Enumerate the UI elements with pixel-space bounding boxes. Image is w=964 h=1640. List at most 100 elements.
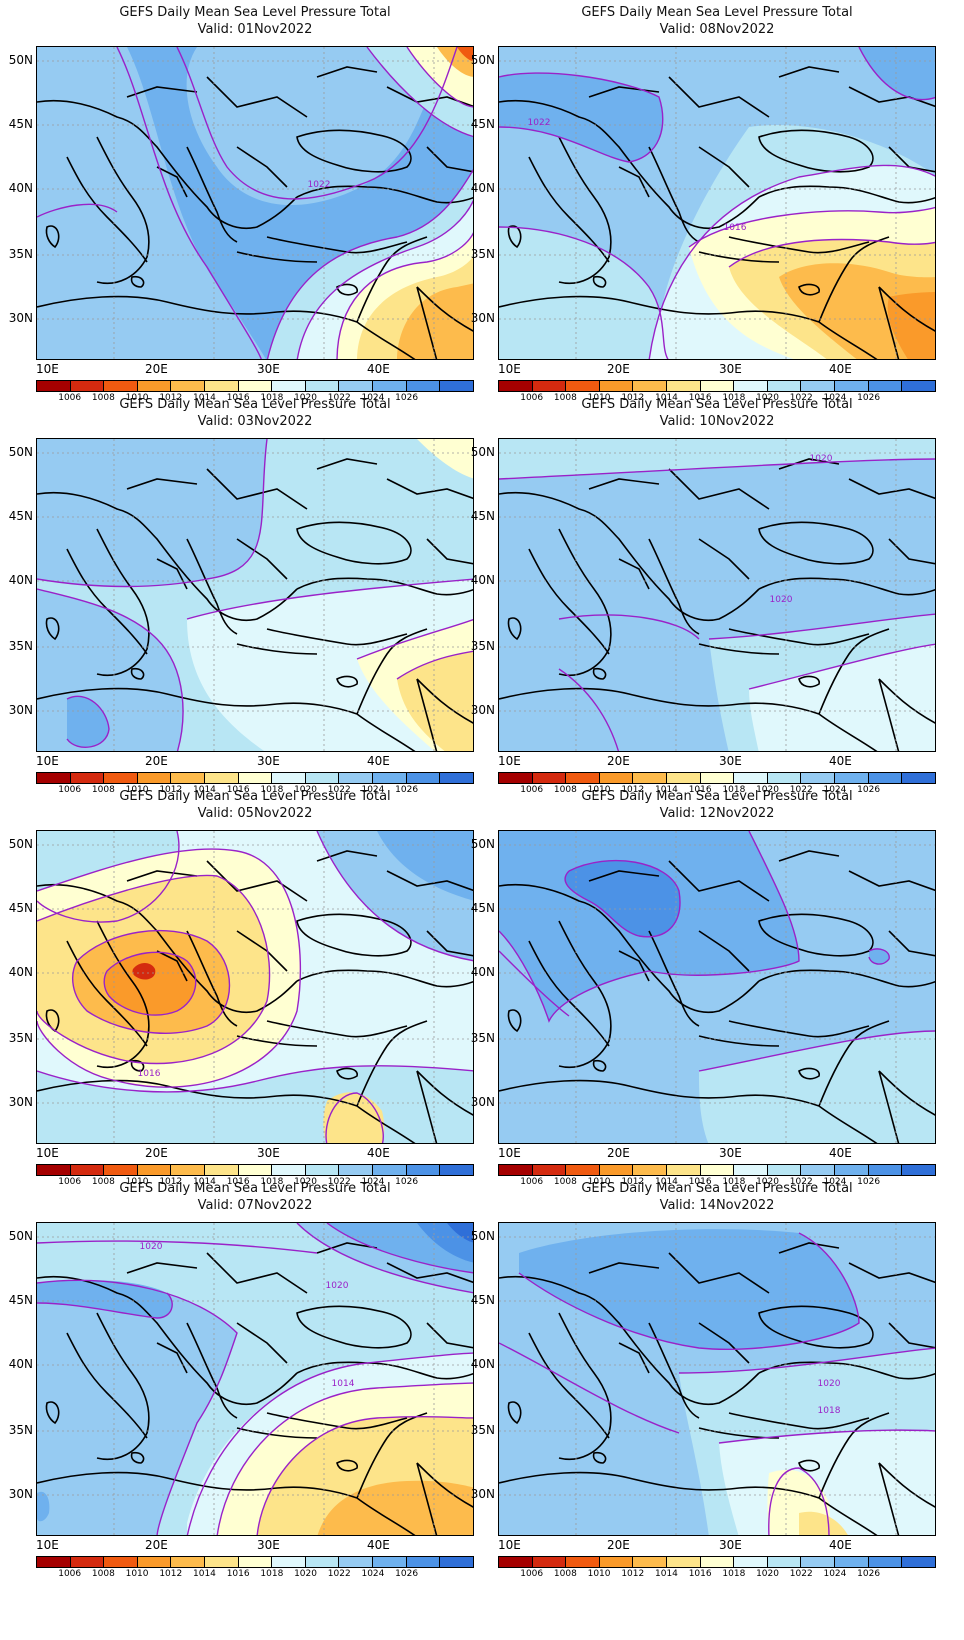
coastline [618,950,650,982]
colorbar-level-label: 1010 [587,393,611,403]
colorbar-level-label: 1010 [125,393,149,403]
map-panel: GEFS Daily Mean Sea Level Pressure Total… [0,0,480,410]
lon-tick-label: 40E [829,754,852,768]
colorbar-swatch [272,381,306,391]
lon-tick-label: 10E [498,754,521,768]
colorbar-level-label: 1016 [688,785,712,795]
colorbar-swatch [566,1165,600,1175]
isobar-contour [186,578,473,620]
colorbar-level-label: 1026 [857,1177,881,1187]
coastline [499,1079,820,1107]
isobar-contour [356,618,473,660]
colorbar-swatch [599,381,634,391]
coastline [698,1322,750,1364]
pressure-fill-region [37,439,267,587]
pressure-fill-region [397,283,473,359]
colorbar-level-label: 1022 [327,393,351,403]
coastline [648,930,700,1027]
lat-tick-label: 45N [8,901,33,915]
isobar-label: 1016 [724,223,747,233]
coastline [356,1497,416,1535]
panel-title: GEFS Daily Mean Sea Level Pressure Total [581,397,853,412]
colorbar-swatch [667,1557,701,1567]
coastline [698,538,750,580]
colorbar-swatch [868,773,903,783]
coastline [37,1471,358,1499]
coastline [698,930,750,972]
colorbar-level-label: 1024 [361,1569,385,1579]
coastline [96,1312,150,1460]
colorbar-swatch [801,1165,836,1175]
lon-tick-label: 20E [607,1146,630,1160]
coastline [336,1459,358,1472]
colorbar-swatch [801,1557,836,1567]
pressure-fill-region [37,47,266,359]
coastline [728,1020,870,1038]
colorbar-swatch [373,381,407,391]
pressure-fill-region [104,952,196,1016]
colorbar-level-label: 1014 [193,393,216,403]
colorbar-level-label: 1026 [857,1569,881,1579]
lat-tick-label: 50N [470,53,495,67]
coastline [356,236,428,323]
lon-tick-label: 40E [367,362,390,376]
panel-title: GEFS Daily Mean Sea Level Pressure Total [581,5,853,20]
colorbar-level-label: 1022 [789,393,813,403]
map-panel: GEFS Daily Mean Sea Level Pressure Total… [0,784,480,1194]
isobar-contour [688,206,935,248]
map-panel: GEFS Daily Mean Sea Level Pressure Total… [462,0,942,410]
lat-tick-label: 35N [8,1031,33,1045]
lat-tick-label: 50N [8,53,33,67]
colorbar-level-label: 1008 [553,785,577,795]
coastline [206,76,308,118]
coastline [45,1401,60,1425]
coastline [758,969,935,988]
lat-tick-label: 45N [470,901,495,915]
lon-tick-label: 20E [607,754,630,768]
coastline [878,1070,935,1116]
colorbar-swatch [734,381,768,391]
isobar-contour [256,1415,473,1535]
coastline [130,1059,145,1072]
isobar-contour [37,1292,173,1319]
colorbar-swatch [566,381,600,391]
colorbar-level-label: 1018 [260,1569,284,1579]
coastline [499,1275,760,1405]
colorbar-swatch [667,1165,701,1175]
isobar-label: 1022 [308,180,331,190]
coastline [37,491,298,621]
colorbar-level-label: 1022 [789,1177,813,1187]
pressure-fill-region [377,831,473,901]
coastline [45,617,60,641]
coastline [96,528,150,676]
coastline [592,1059,607,1072]
coastline [316,66,378,78]
coastline [96,136,150,284]
lon-tick-label: 30E [257,754,280,768]
coastline [778,850,840,862]
lat-tick-label: 35N [470,639,495,653]
colorbar-swatch [205,773,239,783]
colorbar-level-label: 1020 [756,393,779,403]
lat-tick-label: 30N [470,703,495,717]
isobar-contour [296,1223,473,1294]
colorbar-level-label: 1006 [520,1569,544,1579]
colorbar-level-label: 1008 [553,1569,577,1579]
lat-tick-label: 30N [8,1487,33,1501]
coastline [126,1262,198,1274]
colorbar-swatch [667,381,701,391]
coastline [878,678,935,724]
pressure-map-svg: 1020 1020 [499,439,935,751]
colorbar-level-label: 1012 [159,1177,183,1187]
colorbar-level-label: 1026 [395,1177,419,1187]
isobar-contour [718,1429,935,1444]
pressure-map-svg [37,439,473,751]
map-panel: GEFS Daily Mean Sea Level Pressure Total… [462,392,942,802]
lat-tick-label: 35N [8,1423,33,1437]
pressure-map: 1022 1016 [498,46,936,360]
coastline [296,969,473,988]
colorbar-swatch [137,1557,172,1567]
isobar-contour [186,1352,473,1535]
coastline [296,521,412,565]
colorbar-level-label: 1012 [621,1569,645,1579]
